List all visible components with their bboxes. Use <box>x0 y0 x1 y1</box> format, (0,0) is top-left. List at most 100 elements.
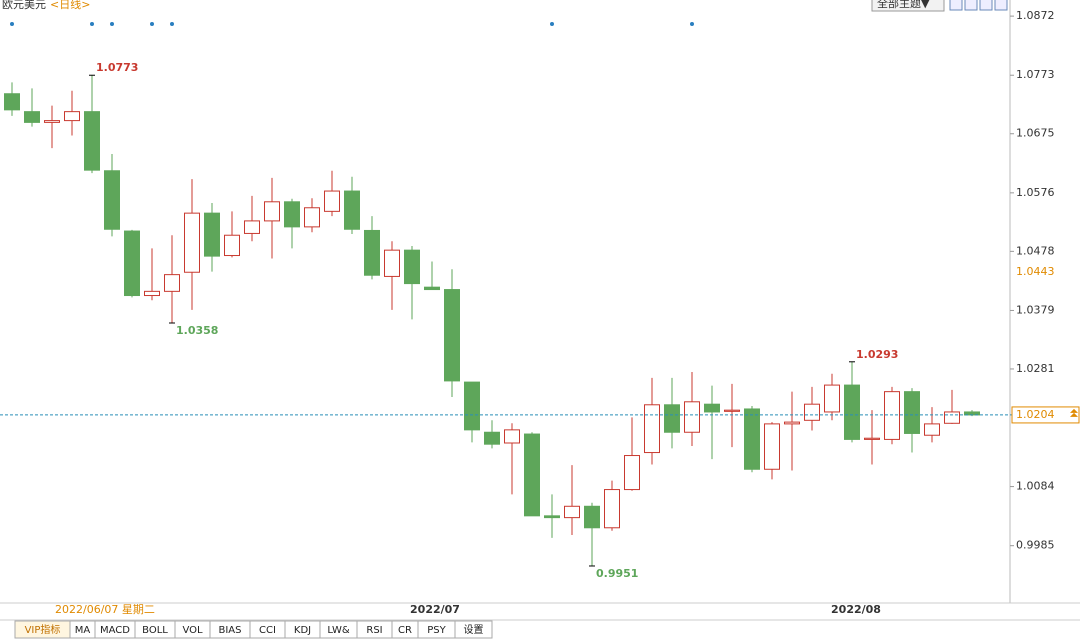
candle-body <box>24 111 40 123</box>
candle-body <box>364 229 380 276</box>
candle-body <box>424 286 440 291</box>
toolbar-icons <box>949 0 1008 11</box>
price-arrow <box>1070 408 1078 417</box>
candle-body <box>724 409 740 412</box>
candle-body <box>544 515 560 519</box>
current-price-label: 1.0204 <box>1016 408 1055 421</box>
candle-body <box>844 384 860 440</box>
candle-body <box>444 289 460 382</box>
y-tick-label: 1.0576 <box>1016 186 1055 199</box>
tab-label[interactable]: LW& <box>327 625 350 636</box>
chart-title: 欧元美元 <box>2 0 46 11</box>
event-dot[interactable] <box>690 22 694 26</box>
event-dot[interactable] <box>10 22 14 26</box>
candle-body <box>304 207 320 228</box>
candle-body <box>484 431 500 445</box>
event-dot[interactable] <box>150 22 154 26</box>
event-dot[interactable] <box>170 22 174 26</box>
candle-body <box>184 212 200 273</box>
candle-body <box>924 423 940 436</box>
candle-body <box>264 201 280 222</box>
icon[interactable] <box>949 0 963 11</box>
tab-label[interactable]: BIAS <box>219 625 242 636</box>
tab-label[interactable]: PSY <box>427 625 446 636</box>
candle-body <box>784 421 800 425</box>
candle-body <box>504 429 520 444</box>
candle-body <box>644 404 660 454</box>
event-dots <box>10 22 694 26</box>
candle-body <box>764 423 780 470</box>
annotation: 1.0293 <box>856 348 898 361</box>
tab-label[interactable]: CR <box>398 625 412 636</box>
y-tick-label: 1.0773 <box>1016 68 1055 81</box>
candle-body <box>124 230 140 297</box>
candle-body <box>344 190 360 230</box>
event-dot[interactable] <box>550 22 554 26</box>
candle-body <box>284 201 300 228</box>
candle-body <box>64 111 80 122</box>
level-label: 1.0443 <box>1016 265 1055 278</box>
candle-body <box>704 403 720 413</box>
tab-label[interactable]: VIP指标 <box>25 623 61 636</box>
tab-label[interactable]: MA <box>75 625 91 636</box>
y-tick-label: 1.0281 <box>1016 362 1055 375</box>
candle-body <box>944 411 960 424</box>
candle-body <box>824 384 840 413</box>
y-tick-label: 0.9985 <box>1016 539 1055 552</box>
candle-body <box>4 93 20 111</box>
theme-button[interactable] <box>871 0 945 12</box>
y-tick-label: 1.0478 <box>1016 244 1055 257</box>
current-price-box <box>1011 406 1080 424</box>
candle-body <box>584 505 600 529</box>
date-label: 2022/06/07 星期二 <box>55 603 155 616</box>
annotation: 0.9951 <box>596 567 638 580</box>
tab[interactable] <box>454 620 493 639</box>
event-dot[interactable] <box>90 22 94 26</box>
candle-body <box>204 212 220 257</box>
candle-body <box>224 234 240 257</box>
candle-body <box>144 290 160 297</box>
period: <日线> <box>50 0 90 11</box>
candle-body <box>44 120 60 123</box>
tab-label[interactable]: BOLL <box>142 625 168 636</box>
y-tick-label: 1.0084 <box>1016 480 1055 493</box>
tab-label[interactable]: CCI <box>259 625 276 636</box>
candle-body <box>884 391 900 440</box>
annotation: 1.0358 <box>176 324 218 337</box>
y-tick-label: 1.0379 <box>1016 303 1055 316</box>
tab-label[interactable]: KDJ <box>294 625 311 636</box>
y-tick-label: 1.0872 <box>1016 9 1055 22</box>
y-tick-label: 1.0675 <box>1016 127 1055 140</box>
candle-body <box>244 220 260 234</box>
candle-body <box>624 455 640 491</box>
candle-body <box>164 274 180 292</box>
tab-label[interactable]: 设置 <box>464 624 484 636</box>
candle-body <box>404 249 420 285</box>
candle-body <box>664 404 680 433</box>
candle-body <box>804 403 820 421</box>
candle-body <box>384 249 400 277</box>
tab-label[interactable]: VOL <box>182 625 203 636</box>
date-label: 2022/08 <box>831 603 881 616</box>
icon[interactable] <box>979 0 993 11</box>
candle-body <box>864 437 880 440</box>
candle-body <box>684 401 700 433</box>
candle-body <box>324 190 340 212</box>
candle-body <box>104 170 120 230</box>
candle-body <box>84 111 100 171</box>
event-dot[interactable] <box>110 22 114 26</box>
date-label: 2022/07 <box>410 603 460 616</box>
candle-body <box>464 381 480 431</box>
icon[interactable] <box>994 0 1008 11</box>
candle-body <box>604 489 620 529</box>
candle-body <box>904 391 920 434</box>
candle-body <box>744 408 760 470</box>
icon[interactable] <box>964 0 978 11</box>
tab-label[interactable]: MACD <box>100 625 130 636</box>
annotation: 1.0773 <box>96 61 138 74</box>
tab-label[interactable]: RSI <box>366 625 382 636</box>
theme-button-label[interactable]: 全部主题▼ <box>877 0 930 10</box>
candle-body <box>524 433 540 517</box>
